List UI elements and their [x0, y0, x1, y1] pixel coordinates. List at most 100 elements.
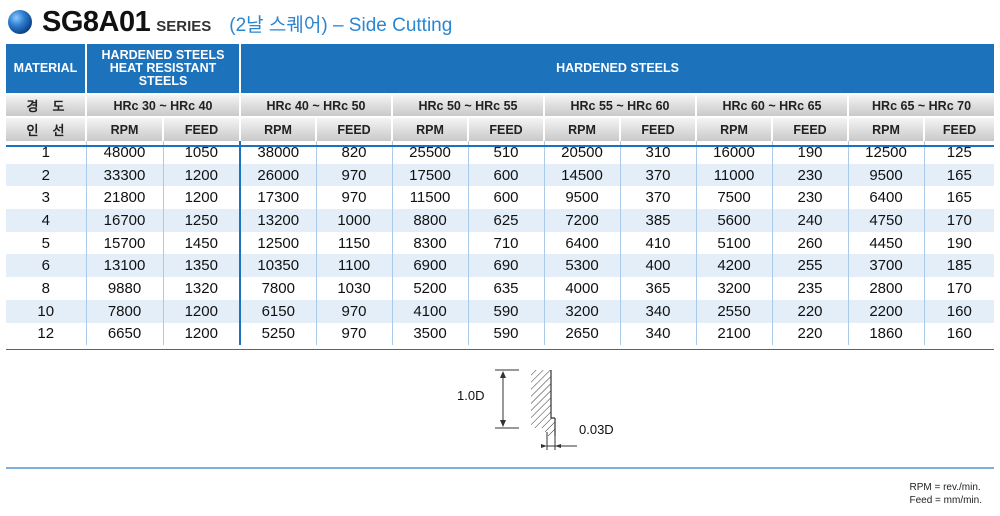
table-row: 4 16700 1250 13200 1000 8800 625 7200 385 5600 240…: [6, 209, 995, 232]
feed-cell: 600: [468, 186, 545, 210]
bullet-sphere-icon: [8, 10, 32, 34]
rpm-cell: 4750: [848, 209, 925, 232]
feed-cell: 220: [772, 299, 849, 323]
rpm-cell: 17300: [240, 186, 317, 210]
hardness-range: HRc 40 ~ HRc 50: [240, 93, 394, 117]
feed-cell: 970: [316, 322, 393, 346]
depth-label: 1.0D: [457, 388, 485, 403]
cutting-conditions-table: MATERIAL HARDENED STEELS HEAT RESISTANT …: [6, 44, 995, 346]
feed-header: FEED: [924, 116, 995, 141]
rpm-cell: 13200: [240, 209, 317, 232]
width-label: 0.03D: [579, 422, 614, 437]
rpm-cell: 6150: [240, 299, 317, 323]
rpm-cell: 2100: [696, 322, 773, 346]
feed-cell: 160: [946, 325, 972, 343]
rpm-cell: 9500: [544, 186, 621, 210]
feed-cell: 370: [620, 163, 697, 187]
hardness-range: HRc 55 ~ HRc 60: [544, 93, 698, 117]
feed-cell: 1200: [163, 163, 242, 187]
feed-cell: 600: [468, 163, 545, 187]
feed-cell: 970: [316, 299, 393, 323]
hardness-range: HRc 65 ~ HRc 70: [848, 93, 995, 117]
table-row: 3 21800 1200 17300 970 11500 600 9500 370 7500 230…: [6, 186, 994, 210]
feed-header: FEED: [468, 116, 546, 141]
feed-cell: 1250: [163, 209, 242, 232]
rpm-cell: 5300: [544, 254, 621, 278]
feed-cell: 170: [946, 279, 972, 297]
rpm-header: RPM: [86, 116, 164, 141]
feed-cell: 1200: [163, 186, 242, 210]
rpm-cell: 4100: [392, 299, 469, 323]
feed-cell: 260: [772, 231, 849, 255]
rpm-header: RPM: [696, 116, 774, 141]
table-row: 12 6650 1200 5250 970 3500 590 2650 340 2100 220 18…: [6, 322, 994, 346]
diameter-cell: 3: [6, 186, 87, 210]
rpm-cell: 15700: [86, 231, 164, 255]
unit-legend: RPM = rev./min. Feed = mm/min.: [909, 481, 982, 507]
table-row: 10 7800 1200 6150 970 4100 590 3200 340 2550 220 22…: [6, 299, 995, 323]
feed-header: FEED: [620, 116, 698, 141]
feed-cell: 410: [620, 231, 697, 255]
feed-cell: 1150: [316, 231, 393, 255]
rpm-cell: 13100: [86, 254, 164, 278]
rpm-cell: 2200: [848, 299, 925, 323]
title-bar: SG8A01 SERIES (2날 스퀘어) – Side Cutting: [8, 4, 452, 40]
rpm-cell: 6650: [86, 322, 164, 346]
rpm-cell: 17500: [392, 163, 469, 187]
series-subtitle: (2날 스퀘어) – Side Cutting: [229, 14, 453, 36]
hardness-range: HRc 60 ~ HRc 65: [696, 93, 850, 117]
feed-cell: 1320: [163, 277, 242, 300]
feed-cell: 970: [316, 186, 393, 210]
rpm-cell: 5200: [392, 277, 469, 300]
rpm-cell: 1860: [848, 322, 925, 346]
rpm-cell: 21800: [86, 186, 164, 210]
rpm-cell: 4450: [848, 231, 925, 255]
rpm-cell: 3700: [848, 254, 925, 278]
feed-cell: 1350: [163, 254, 242, 278]
feed-cell: 340: [620, 299, 697, 323]
rpm-cell: 2650: [544, 322, 621, 346]
rpm-cell: 9880: [86, 277, 164, 300]
feed-cell: 160: [924, 299, 995, 323]
rpm-cell: 33300: [86, 163, 164, 187]
rpm-header: RPM: [240, 116, 318, 141]
diameter-cell: 4: [6, 209, 87, 232]
hardness-range: HRc 30 ~ HRc 40: [86, 93, 242, 117]
feed-cell: 340: [620, 322, 697, 346]
rpm-cell: 8800: [392, 209, 469, 232]
feed-cell: 365: [620, 277, 697, 300]
rpm-cell: 7200: [544, 209, 621, 232]
rpm-header: RPM: [544, 116, 622, 141]
rpm-cell: 2550: [696, 299, 773, 323]
rpm-cell: 7800: [240, 277, 317, 300]
footer-rule: [6, 467, 994, 469]
feed-cell: 235: [772, 277, 849, 300]
table-top-rule: [6, 145, 994, 147]
feed-cell: 165: [924, 163, 995, 187]
series-code: SG8A01: [42, 5, 151, 38]
rpm-cell: 10350: [240, 254, 317, 278]
feed-header: FEED: [772, 116, 850, 141]
feed-cell: 1100: [316, 254, 393, 278]
diameter-cell: 12: [6, 322, 87, 346]
rpm-cell: 2800: [848, 277, 925, 300]
rpm-cell: 6400: [848, 186, 925, 210]
rpm-cell: 3200: [696, 277, 773, 300]
series-word: SERIES: [156, 17, 212, 35]
table-row: 2 33300 1200 26000 970 17500 600 14500 370 11000 2…: [6, 163, 995, 187]
rpm-cell: 26000: [240, 163, 317, 187]
rpm-cell: 8300: [392, 231, 469, 255]
feed-cell: 190: [946, 234, 972, 252]
rpm-cell: 16700: [86, 209, 164, 232]
feed-cell: 370: [620, 186, 697, 210]
table-bottom-rule: [6, 349, 994, 350]
feed-cell: 635: [468, 277, 545, 300]
rpm-header: RPM: [848, 116, 926, 141]
feed-cell: 240: [772, 209, 849, 232]
feed-cell: 230: [772, 186, 849, 210]
feed-cell: 125: [946, 143, 972, 161]
rpm-cell: 6900: [392, 254, 469, 278]
feed-cell: 400: [620, 254, 697, 278]
table-row: 6 13100 1350 10350 1100 6900 690 5300 400 4200 255…: [6, 254, 995, 278]
feed-cell: 255: [772, 254, 849, 278]
